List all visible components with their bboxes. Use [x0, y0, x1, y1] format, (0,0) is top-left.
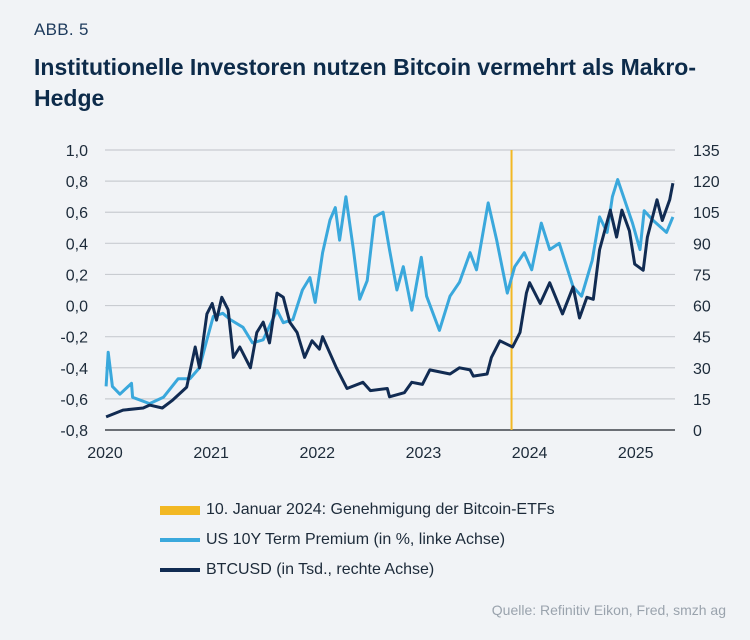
source-note: Quelle: Refinitiv Eikon, Fred, smzh ag — [491, 602, 726, 618]
y-left-tick-label: -0,6 — [60, 392, 88, 409]
legend-label-btcusd: BTCUSD (in Tsd., rechte Achse) — [206, 561, 435, 578]
y-left-tick-label: -0,2 — [60, 330, 88, 347]
legend-label-term-premium: US 10Y Term Premium (in %, linke Achse) — [206, 531, 506, 548]
x-tick-label: 2024 — [512, 445, 548, 462]
y-right-tick-label: 60 — [693, 299, 711, 316]
chart-title: Institutionelle Investoren nutzen Bitcoi… — [34, 54, 697, 111]
legend-swatch-event — [160, 505, 200, 515]
x-tick-label: 2020 — [87, 445, 123, 462]
x-tick-label: 2021 — [193, 445, 229, 462]
y-left-tick-label: -0,8 — [60, 423, 88, 440]
legend-item-event: 10. Januar 2024: Genehmigung der Bitcoin… — [160, 501, 555, 519]
y-right-tick-label: 15 — [693, 392, 711, 409]
series-line-btcusd — [105, 182, 675, 419]
y-left-tick-label: 0,8 — [66, 174, 88, 191]
legend-item-term-premium: US 10Y Term Premium (in %, linke Achse) — [160, 531, 505, 549]
legend-swatch-btcusd — [160, 568, 200, 572]
y-left-tick-label: 0,2 — [66, 267, 88, 284]
y-right-tick-label: 120 — [693, 174, 720, 191]
legend-item-btcusd: BTCUSD (in Tsd., rechte Achse) — [160, 561, 434, 579]
x-tick-label: 2025 — [618, 445, 654, 462]
x-tick-label: 2023 — [406, 445, 442, 462]
y-right-tick-label: 135 — [693, 143, 720, 160]
y-right-tick-label: 30 — [693, 361, 711, 378]
y-right-tick-label: 90 — [693, 236, 711, 253]
legend-label-event: 10. Januar 2024: Genehmigung der Bitcoin… — [206, 501, 555, 518]
y-left-tick-label: -0,4 — [60, 361, 88, 378]
y-right-tick-label: 75 — [693, 267, 711, 284]
legend-swatch-term-premium — [160, 538, 200, 542]
y-right-tick-label: 0 — [693, 423, 702, 440]
y-left-tick-label: 0,6 — [66, 205, 88, 222]
y-left-tick-label: 1,0 — [66, 143, 88, 160]
x-tick-label: 2022 — [299, 445, 335, 462]
figure-label: ABB. 5 — [34, 20, 89, 39]
y-left-tick-label: 0,0 — [66, 299, 88, 316]
y-left-tick-label: 0,4 — [66, 236, 88, 253]
y-right-tick-label: 45 — [693, 330, 711, 347]
y-right-tick-label: 105 — [693, 205, 720, 222]
